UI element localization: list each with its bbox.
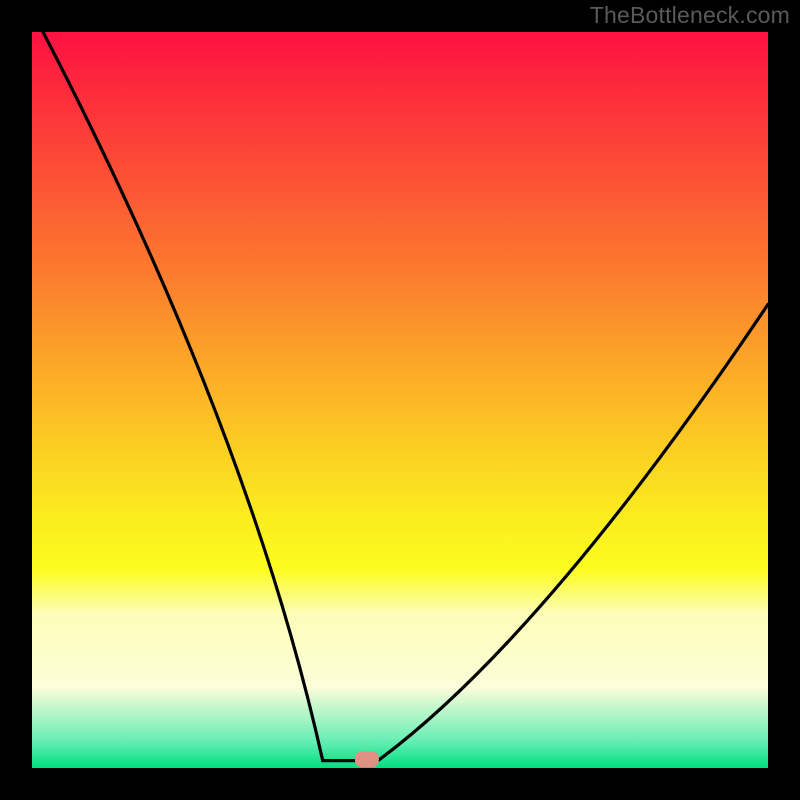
valley-marker	[355, 751, 379, 767]
bottleneck-curve	[32, 32, 768, 768]
chart-frame: TheBottleneck.com	[0, 0, 800, 800]
curve-path	[43, 32, 768, 761]
plot-area	[32, 32, 768, 768]
watermark-text: TheBottleneck.com	[590, 2, 790, 29]
